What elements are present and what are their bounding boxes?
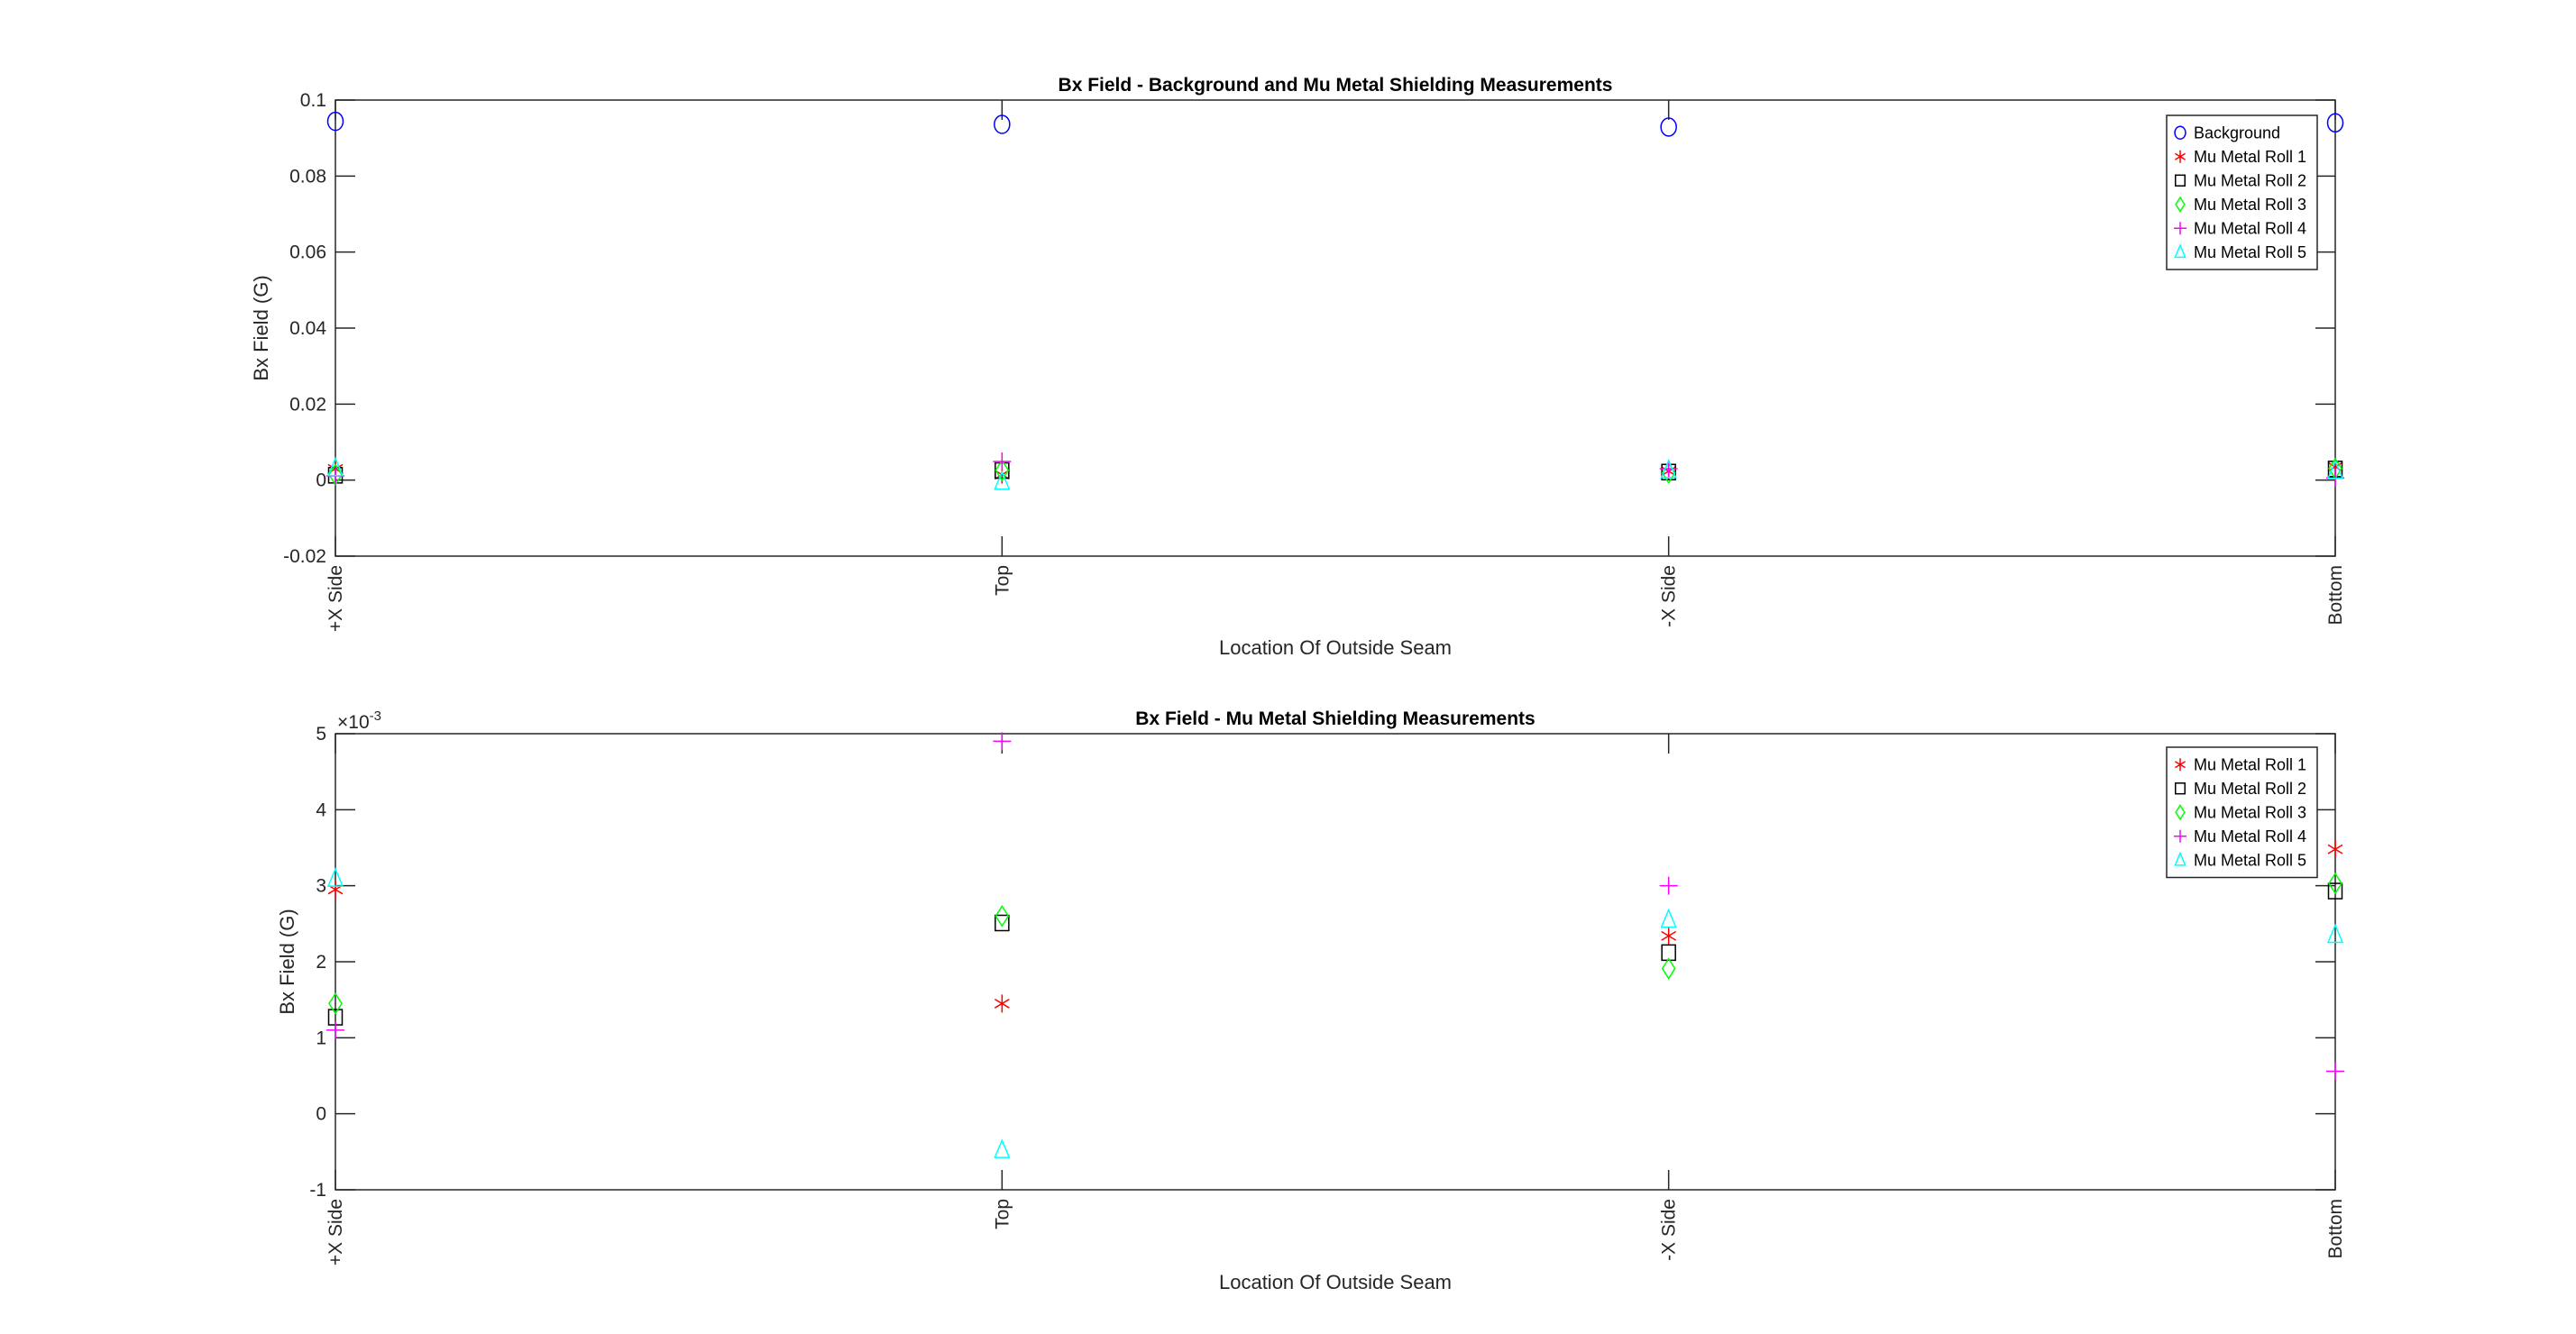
data-point: [1659, 876, 1678, 895]
y-tick-label: 0.08: [289, 166, 326, 187]
chart-2: -1 0 1 2 3 4 5 +X Side Top -X Side Bottom ×10-3 Bx F…: [276, 708, 2346, 1293]
legend-entry: Mu Metal Roll 5: [2194, 851, 2306, 869]
data-point: [326, 456, 344, 477]
data-point: [2327, 840, 2343, 859]
y-tick-label: 0: [316, 1104, 326, 1125]
legend-box: [2166, 114, 2318, 270]
data-point: [1660, 908, 1677, 928]
data-point: [994, 114, 1011, 134]
plot-area: [335, 733, 2336, 1191]
legend-entry: Mu Metal Roll 4: [2194, 219, 2306, 237]
data-point: [994, 1138, 1011, 1158]
data-point: [326, 1020, 344, 1039]
legend-marker: [2174, 222, 2186, 235]
series-2: [327, 882, 2343, 1026]
data-point: [995, 914, 1010, 932]
data-point: [1661, 957, 1676, 980]
data-point: [993, 452, 1012, 471]
x-axis-label: Location Of Outside Seam: [1219, 1271, 1452, 1293]
y-tick-label: 0.1: [300, 90, 326, 111]
legend-entry: Mu Metal Roll 2: [2194, 780, 2306, 798]
chart-1: -0.02 0 0.02 0.04 0.06 0.08 0.1 +X Side Top -X Si…: [250, 75, 2346, 659]
legend-marker: [2175, 150, 2186, 163]
data-point: [1659, 460, 1678, 479]
legend-entry: Mu Metal Roll 1: [2194, 148, 2306, 166]
legend-marker: [2175, 804, 2186, 821]
data-point: [2326, 923, 2344, 944]
legend-entry: Mu Metal Roll 3: [2194, 803, 2306, 821]
y-tick-label: 0.06: [289, 242, 326, 263]
legend-marker: [2174, 125, 2186, 140]
y-tick-label: 2: [316, 952, 326, 973]
x-tick-label: Bottom: [2325, 565, 2346, 626]
legend-entry: Mu Metal Roll 2: [2194, 171, 2306, 189]
legend: Mu Metal Roll 1 Mu Metal Roll 2 Mu Metal R…: [2166, 746, 2318, 879]
legend: Background Mu Metal Roll 1 Mu Metal Roll 2…: [2166, 114, 2318, 270]
x-tick-label: Bottom: [2325, 1199, 2346, 1259]
legend-marker: [2175, 174, 2186, 187]
x-tick-label: +X Side: [325, 1199, 346, 1265]
y-exponent-label: ×10-3: [337, 708, 381, 733]
data-point: [1661, 927, 1677, 946]
data-point: [2327, 882, 2343, 900]
data-point: [994, 470, 1011, 490]
series-5: [326, 867, 2344, 1158]
y-tick-label: -1: [309, 1180, 326, 1201]
y-axis-label: Bx Field (G): [250, 275, 272, 380]
series-1: [326, 111, 2344, 137]
data-point: [994, 994, 1010, 1013]
data-point: [326, 867, 344, 887]
y-axis-label: Bx Field (G): [276, 909, 298, 1014]
legend-marker: [2174, 851, 2186, 866]
series-6: [326, 456, 2344, 490]
y-tick-label: 4: [316, 799, 326, 820]
data-point: [326, 111, 344, 132]
data-point: [1661, 944, 1676, 962]
data-point: [995, 905, 1010, 927]
data-point: [2326, 113, 2344, 133]
y-tick-label: 0: [316, 471, 326, 491]
legend-marker: [2175, 196, 2186, 213]
series-3: [328, 872, 2342, 1015]
exponent-base: ×10: [337, 712, 370, 733]
x-tick-label: +X Side: [325, 565, 346, 632]
legend-entry: Mu Metal Roll 5: [2194, 243, 2306, 261]
legend-entry: Mu Metal Roll 1: [2194, 755, 2306, 773]
y-tick-label: -0.02: [283, 546, 326, 567]
y-tick-label: 3: [316, 876, 326, 897]
plot-area: [335, 99, 2336, 557]
x-tick-label: -X Side: [1659, 1199, 1680, 1261]
data-point: [995, 459, 1010, 482]
legend-marker: [2175, 782, 2186, 795]
legend-box: [2166, 746, 2318, 879]
legend-marker: [2174, 829, 2186, 843]
legend-marker: [2175, 758, 2186, 772]
x-tick-label: Top: [992, 565, 1013, 596]
chart-title: Bx Field - Mu Metal Shielding Measuremen…: [1135, 708, 1535, 729]
chart-title: Bx Field - Background and Mu Metal Shiel…: [1059, 75, 1613, 96]
legend-entry: Mu Metal Roll 3: [2194, 196, 2306, 214]
data-point: [993, 732, 1012, 751]
exponent-power: -3: [370, 708, 381, 724]
data-point: [2326, 459, 2344, 480]
y-tick-label: 0.02: [289, 394, 326, 415]
data-point: [1660, 458, 1677, 479]
data-point: [2326, 1062, 2344, 1081]
x-tick-label: Top: [992, 1199, 1013, 1229]
data-point: [328, 991, 343, 1015]
legend-marker: [2174, 243, 2186, 259]
y-tick-label: 1: [316, 1028, 326, 1048]
y-tick-label: 0.04: [289, 318, 326, 339]
legend-entry: Background: [2194, 123, 2280, 142]
legend-entry: Mu Metal Roll 4: [2194, 827, 2306, 845]
y-tick-label: 5: [316, 724, 326, 745]
x-tick-label: -X Side: [1659, 565, 1680, 627]
series-4: [326, 732, 2344, 1081]
data-point: [2328, 872, 2342, 895]
data-point: [1660, 117, 1677, 137]
x-axis-label: Location Of Outside Seam: [1219, 636, 1452, 659]
